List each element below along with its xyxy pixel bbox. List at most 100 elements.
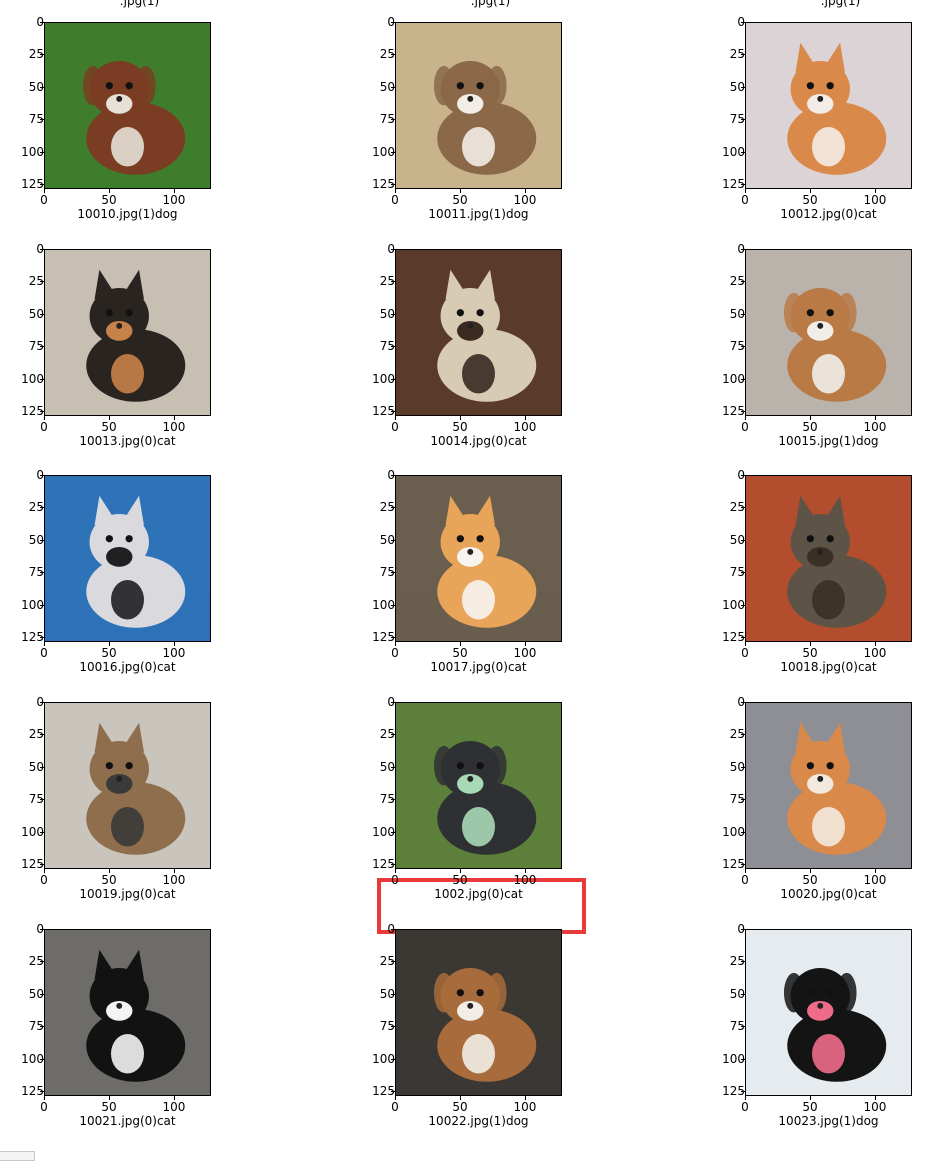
- y-tick-label: 100: [21, 597, 44, 612]
- cat-photo: [45, 930, 210, 1095]
- y-tick-label: 100: [722, 1051, 745, 1066]
- x-tick-mark: [173, 642, 175, 646]
- y-tick-label: 75: [379, 112, 395, 127]
- x-tick-label: 50: [802, 420, 818, 434]
- x-tick-mark: [173, 416, 175, 420]
- y-tick-label: 100: [21, 144, 44, 159]
- y-tick-label: 50: [729, 79, 745, 94]
- image-filename-label: 10010.jpg(1)dog: [77, 207, 178, 221]
- x-tick-mark: [524, 416, 526, 420]
- cat-photo: [396, 476, 561, 641]
- y-tick-label: 0: [36, 468, 44, 482]
- x-tick-mark: [524, 189, 526, 193]
- image-filename-label: 1002.jpg(0)cat: [434, 887, 523, 901]
- x-tick-label: 0: [40, 420, 48, 434]
- x-tick-mark: [459, 642, 461, 646]
- y-tick-mark: [40, 604, 44, 606]
- x-tick-label: 0: [741, 193, 749, 207]
- x-tick-mark: [108, 869, 110, 873]
- y-tick-mark: [391, 475, 395, 476]
- y-tick-label: 0: [387, 242, 395, 256]
- y-tick-mark: [741, 281, 745, 283]
- cat-photo: [746, 703, 911, 868]
- y-tick-mark: [741, 604, 745, 606]
- y-tick-mark: [40, 734, 44, 736]
- cat-photo: [396, 250, 561, 415]
- y-tick-label: 50: [28, 306, 44, 321]
- y-tick-mark: [391, 151, 395, 153]
- y-tick-mark: [741, 86, 745, 88]
- x-tick-label: 50: [452, 646, 468, 660]
- image-panel: 0 25 50 75 100 125 0 50 100 10023.jpg(1)dog: [709, 920, 938, 1128]
- cut-off-xlabel: .jpg(1): [119, 0, 160, 8]
- y-tick-mark: [391, 119, 395, 121]
- dog-photo: [45, 23, 210, 188]
- cat-photo: [45, 703, 210, 868]
- image-filename-label: 10016.jpg(0)cat: [79, 660, 176, 674]
- y-tick-mark: [391, 249, 395, 250]
- y-tick-mark: [391, 929, 395, 930]
- x-tick-label: 50: [101, 873, 117, 887]
- y-tick-mark: [391, 831, 395, 833]
- image-filename-label: 10013.jpg(0)cat: [79, 434, 176, 448]
- cut-off-top-row-labels: .jpg(1) .jpg(1) .jpg(1): [0, 0, 938, 7]
- x-tick-mark: [809, 642, 811, 646]
- y-tick-label: 50: [379, 986, 395, 1001]
- y-tick-mark: [741, 22, 745, 23]
- y-tick-mark: [40, 799, 44, 801]
- y-tick-label: 50: [28, 759, 44, 774]
- y-tick-mark: [391, 184, 395, 186]
- y-tick-label: 125: [372, 177, 395, 192]
- y-tick-mark: [391, 637, 395, 639]
- image-panel: 0 25 50 75 100 125 0 50 100 10020.jpg(0)cat: [709, 693, 938, 901]
- x-tick-mark: [395, 416, 396, 420]
- y-tick-label: 25: [729, 500, 745, 515]
- y-tick-label: 100: [372, 144, 395, 159]
- cat-photo: [746, 23, 911, 188]
- y-tick-mark: [741, 184, 745, 186]
- x-tick-mark: [44, 1096, 45, 1100]
- image-axes: [44, 475, 211, 642]
- y-tick-label: 25: [28, 500, 44, 515]
- x-tick-mark: [395, 642, 396, 646]
- y-tick-mark: [741, 961, 745, 963]
- y-tick-label: 100: [21, 824, 44, 839]
- x-tick-mark: [745, 642, 746, 646]
- y-tick-label: 0: [387, 695, 395, 709]
- image-axes: [44, 929, 211, 1096]
- image-panel: 0 25 50 75 100 125 0 50 100 10021.jpg(0)cat: [8, 920, 238, 1128]
- x-tick-label: 0: [741, 646, 749, 660]
- y-tick-mark: [40, 1091, 44, 1093]
- y-tick-mark: [741, 799, 745, 801]
- horizontal-scrollbar-stub[interactable]: [0, 1151, 35, 1161]
- image-panel: 0 25 50 75 100 125 0 50 100 10012.jpg(0)cat: [709, 13, 938, 221]
- x-tick-label: 0: [40, 873, 48, 887]
- y-tick-label: 25: [28, 274, 44, 289]
- y-tick-mark: [741, 475, 745, 476]
- y-tick-mark: [40, 119, 44, 121]
- image-panel: 0 25 50 75 100 125 0 50 100 10019.jpg(0)cat: [8, 693, 238, 901]
- x-tick-mark: [459, 1096, 461, 1100]
- x-tick-mark: [809, 416, 811, 420]
- y-tick-mark: [40, 1058, 44, 1060]
- x-tick-label: 0: [40, 1100, 48, 1114]
- y-tick-mark: [741, 929, 745, 930]
- image-panel: 0 25 50 75 100 125 0 50 100 10014.jpg(0)cat: [359, 240, 589, 448]
- y-tick-label: 25: [379, 954, 395, 969]
- y-tick-mark: [40, 346, 44, 348]
- x-tick-label: 0: [391, 193, 399, 207]
- y-tick-label: 25: [379, 500, 395, 515]
- y-tick-mark: [40, 86, 44, 88]
- y-tick-label: 50: [28, 79, 44, 94]
- y-tick-mark: [741, 507, 745, 509]
- x-tick-mark: [44, 869, 45, 873]
- y-tick-mark: [391, 346, 395, 348]
- y-tick-mark: [741, 151, 745, 153]
- y-tick-label: 100: [722, 597, 745, 612]
- x-tick-label: 100: [863, 646, 887, 660]
- y-tick-mark: [741, 346, 745, 348]
- y-tick-label: 125: [722, 857, 745, 872]
- x-tick-label: 100: [162, 1100, 186, 1114]
- image-panel: 0 25 50 75 100 125 0 50 100 10017.jpg(0)cat: [359, 466, 589, 674]
